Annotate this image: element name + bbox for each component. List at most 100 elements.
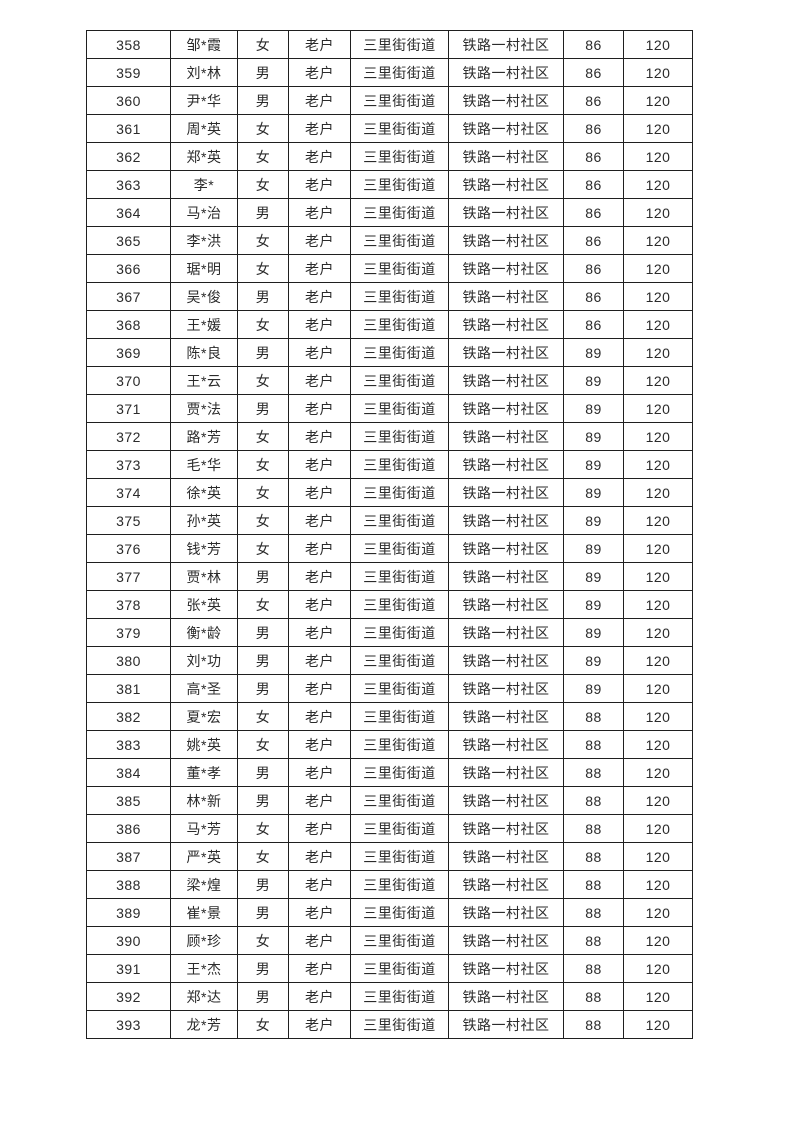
table-row: 393 龙*芳 女 老户 三里街街道 铁路一村社区 88 120 (86, 1010, 693, 1039)
cell-community: 铁路一村社区 (448, 534, 564, 563)
cell-score: 89 (563, 534, 624, 563)
cell-serial: 385 (86, 786, 171, 815)
table-row: 388 梁*煌 男 老户 三里街街道 铁路一村社区 88 120 (86, 870, 693, 899)
cell-serial: 377 (86, 562, 171, 591)
cell-score: 89 (563, 646, 624, 675)
cell-street: 三里街街道 (350, 590, 449, 619)
cell-name: 李*洪 (170, 226, 238, 255)
cell-serial: 365 (86, 226, 171, 255)
cell-score: 86 (563, 30, 624, 59)
cell-community: 铁路一村社区 (448, 758, 564, 787)
table-row: 361 周*英 女 老户 三里街街道 铁路一村社区 86 120 (86, 114, 693, 143)
table-row: 379 衡*龄 男 老户 三里街街道 铁路一村社区 89 120 (86, 618, 693, 647)
cell-category: 老户 (288, 954, 351, 983)
cell-category: 老户 (288, 534, 351, 563)
cell-gender: 女 (237, 30, 289, 59)
cell-community: 铁路一村社区 (448, 114, 564, 143)
table-row: 377 贾*林 男 老户 三里街街道 铁路一村社区 89 120 (86, 562, 693, 591)
cell-gender: 女 (237, 254, 289, 283)
cell-amount: 120 (623, 870, 693, 899)
cell-street: 三里街街道 (350, 786, 449, 815)
cell-gender: 男 (237, 982, 289, 1011)
table-row: 392 郑*达 男 老户 三里街街道 铁路一村社区 88 120 (86, 982, 693, 1011)
cell-amount: 120 (623, 282, 693, 311)
cell-name: 夏*宏 (170, 702, 238, 731)
table-row: 365 李*洪 女 老户 三里街街道 铁路一村社区 86 120 (86, 226, 693, 255)
cell-amount: 120 (623, 478, 693, 507)
table-row: 359 刘*林 男 老户 三里街街道 铁路一村社区 86 120 (86, 58, 693, 87)
cell-amount: 120 (623, 338, 693, 367)
cell-community: 铁路一村社区 (448, 898, 564, 927)
cell-name: 孙*英 (170, 506, 238, 535)
cell-community: 铁路一村社区 (448, 618, 564, 647)
cell-amount: 120 (623, 394, 693, 423)
cell-gender: 男 (237, 338, 289, 367)
cell-name: 王*媛 (170, 310, 238, 339)
cell-category: 老户 (288, 814, 351, 843)
cell-serial: 364 (86, 198, 171, 227)
cell-amount: 120 (623, 506, 693, 535)
cell-name: 尹*华 (170, 86, 238, 115)
cell-serial: 383 (86, 730, 171, 759)
table-row: 381 高*圣 男 老户 三里街街道 铁路一村社区 89 120 (86, 674, 693, 703)
cell-community: 铁路一村社区 (448, 478, 564, 507)
cell-category: 老户 (288, 58, 351, 87)
cell-name: 高*圣 (170, 674, 238, 703)
cell-category: 老户 (288, 170, 351, 199)
table-row: 360 尹*华 男 老户 三里街街道 铁路一村社区 86 120 (86, 86, 693, 115)
cell-score: 89 (563, 422, 624, 451)
cell-serial: 388 (86, 870, 171, 899)
cell-community: 铁路一村社区 (448, 394, 564, 423)
cell-score: 86 (563, 310, 624, 339)
cell-street: 三里街街道 (350, 478, 449, 507)
cell-street: 三里街街道 (350, 394, 449, 423)
table-row: 364 马*治 男 老户 三里街街道 铁路一村社区 86 120 (86, 198, 693, 227)
cell-amount: 120 (623, 422, 693, 451)
table-row: 386 马*芳 女 老户 三里街街道 铁路一村社区 88 120 (86, 814, 693, 843)
cell-name: 马*治 (170, 198, 238, 227)
cell-category: 老户 (288, 478, 351, 507)
cell-serial: 376 (86, 534, 171, 563)
cell-category: 老户 (288, 226, 351, 255)
cell-score: 89 (563, 450, 624, 479)
cell-gender: 男 (237, 618, 289, 647)
cell-serial: 374 (86, 478, 171, 507)
cell-serial: 359 (86, 58, 171, 87)
cell-community: 铁路一村社区 (448, 30, 564, 59)
cell-amount: 120 (623, 926, 693, 955)
cell-street: 三里街街道 (350, 366, 449, 395)
cell-score: 86 (563, 142, 624, 171)
cell-amount: 120 (623, 786, 693, 815)
table-row: 366 琚*明 女 老户 三里街街道 铁路一村社区 86 120 (86, 254, 693, 283)
cell-score: 88 (563, 758, 624, 787)
cell-name: 毛*华 (170, 450, 238, 479)
cell-gender: 女 (237, 310, 289, 339)
cell-street: 三里街街道 (350, 86, 449, 115)
cell-category: 老户 (288, 646, 351, 675)
cell-amount: 120 (623, 310, 693, 339)
cell-category: 老户 (288, 30, 351, 59)
cell-amount: 120 (623, 226, 693, 255)
cell-category: 老户 (288, 618, 351, 647)
cell-category: 老户 (288, 142, 351, 171)
cell-street: 三里街街道 (350, 198, 449, 227)
cell-community: 铁路一村社区 (448, 814, 564, 843)
cell-amount: 120 (623, 758, 693, 787)
cell-category: 老户 (288, 450, 351, 479)
cell-name: 路*芳 (170, 422, 238, 451)
cell-street: 三里街街道 (350, 450, 449, 479)
cell-score: 88 (563, 982, 624, 1011)
table-row: 391 王*杰 男 老户 三里街街道 铁路一村社区 88 120 (86, 954, 693, 983)
cell-category: 老户 (288, 198, 351, 227)
table-row: 385 林*新 男 老户 三里街街道 铁路一村社区 88 120 (86, 786, 693, 815)
cell-gender: 男 (237, 562, 289, 591)
cell-gender: 女 (237, 142, 289, 171)
cell-community: 铁路一村社区 (448, 422, 564, 451)
cell-community: 铁路一村社区 (448, 450, 564, 479)
cell-street: 三里街街道 (350, 730, 449, 759)
cell-street: 三里街街道 (350, 842, 449, 871)
cell-category: 老户 (288, 758, 351, 787)
cell-score: 86 (563, 58, 624, 87)
cell-gender: 男 (237, 86, 289, 115)
